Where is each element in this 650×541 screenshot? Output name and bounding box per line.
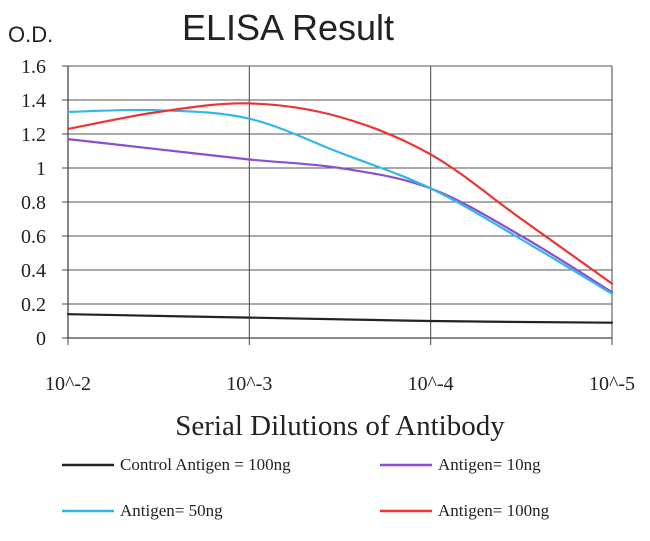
y-tick-label: 0.2	[21, 294, 46, 316]
x-tick-label: 10^-3	[226, 373, 272, 395]
axes	[62, 65, 613, 345]
y-tick-label: 0.4	[21, 260, 46, 282]
y-tick-label: 0	[36, 328, 46, 350]
series-line-antigen-50ng	[66, 108, 614, 295]
legend-label: Antigen= 10ng	[438, 455, 541, 474]
x-tick-label: 10^-5	[589, 373, 635, 395]
x-tick-label: 10^-2	[45, 373, 91, 395]
x-axis-label: Serial Dilutions of Antibody	[175, 410, 505, 442]
y-tick-label: 0.8	[21, 192, 46, 214]
y-axis-label: O.D.	[8, 22, 53, 47]
legend: Control Antigen = 100ng Antigen= 10ng Anti…	[62, 455, 550, 520]
y-tick-label: 1.4	[21, 90, 46, 112]
series-lines	[66, 102, 614, 324]
y-tick-label: 0.6	[21, 226, 46, 248]
y-tick-label: 1.6	[21, 56, 46, 78]
y-tick-label: 1.2	[21, 124, 46, 146]
series-line-antigen-100ng	[66, 102, 614, 285]
x-tick-labels: 10^-2 10^-3 10^-4 10^-5	[45, 373, 635, 395]
x-tick-label: 10^-4	[408, 373, 454, 395]
series-line-control-antigen-100ng	[66, 313, 614, 324]
y-tick-labels: 0 0.2 0.4 0.6 0.8 1 1.2 1.4 1.6	[21, 56, 46, 350]
legend-label: Antigen= 100ng	[438, 501, 550, 520]
legend-label: Antigen= 50ng	[120, 501, 223, 520]
chart-title: ELISA Result	[182, 7, 394, 48]
series-line-antigen-10ng	[66, 138, 614, 294]
y-tick-label: 1	[36, 158, 46, 180]
legend-label: Control Antigen = 100ng	[120, 455, 291, 474]
grid	[67, 65, 613, 338]
